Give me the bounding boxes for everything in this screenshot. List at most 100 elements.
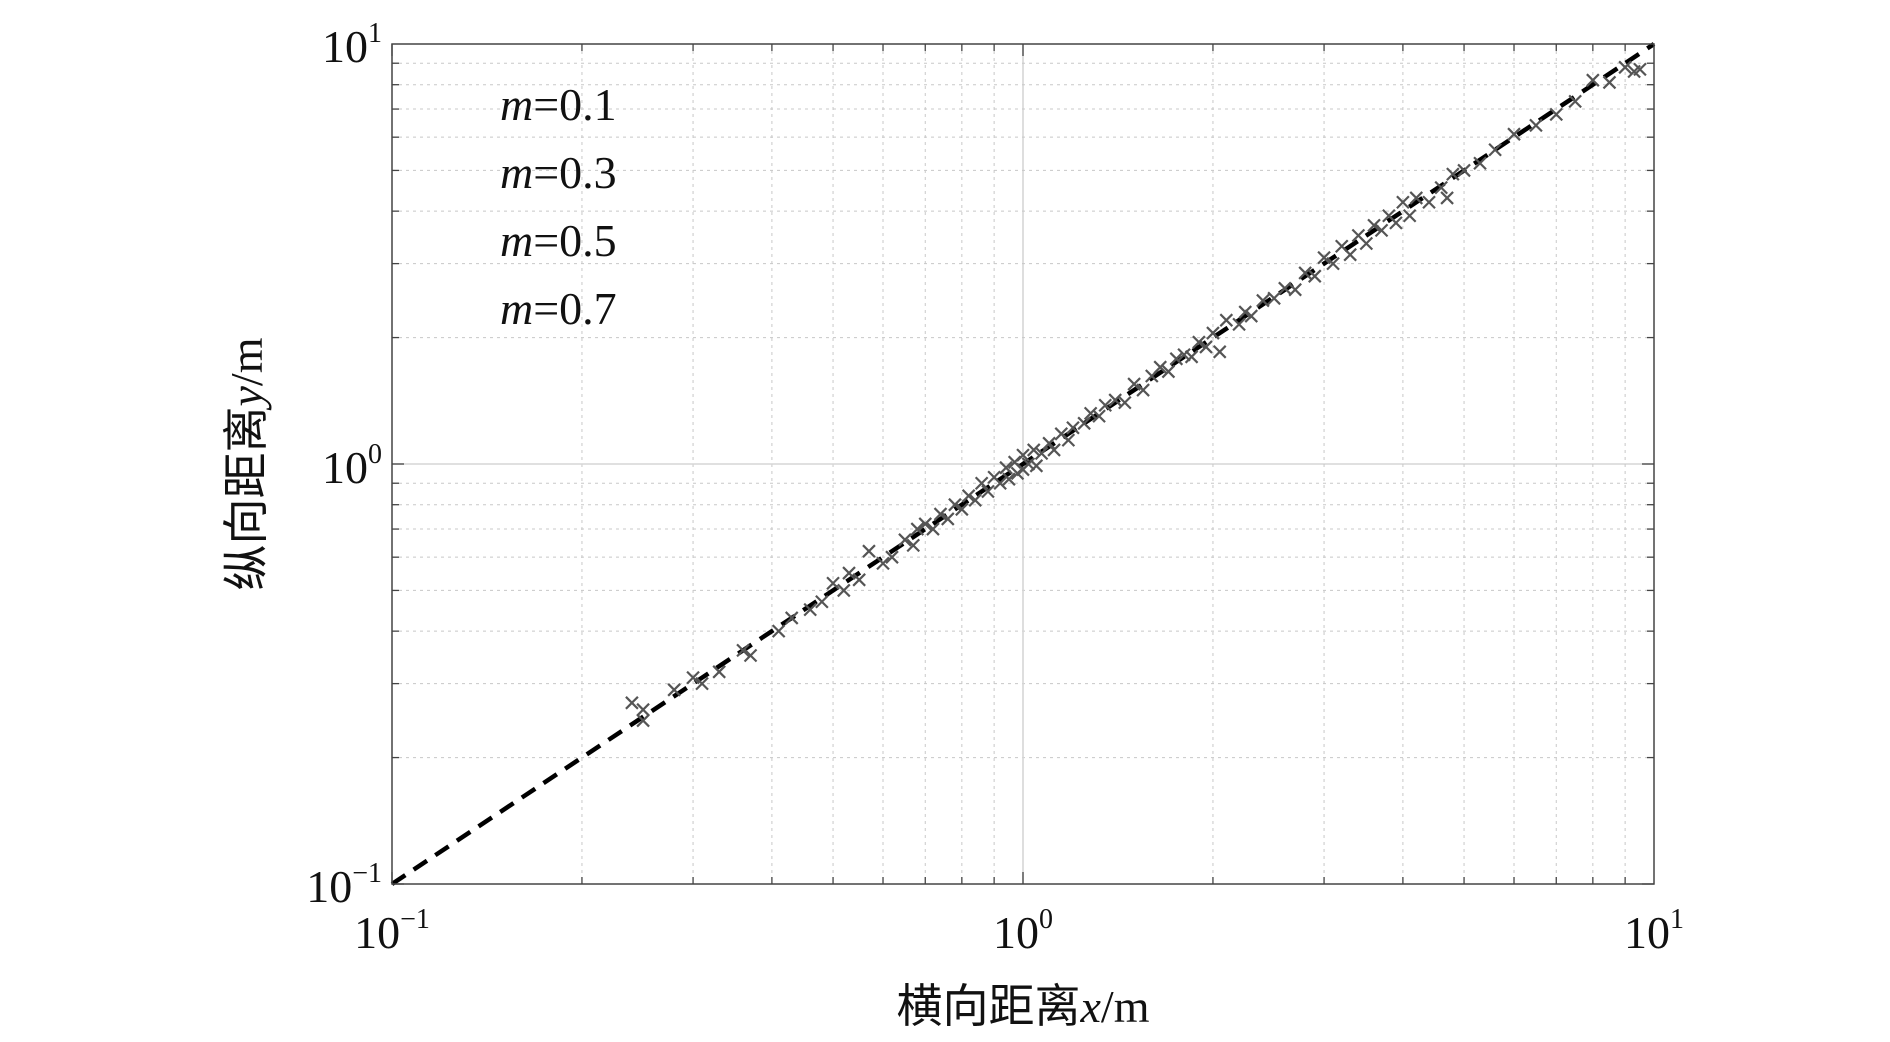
data-point xyxy=(981,484,995,499)
x-axis-label: 横向距离x/m xyxy=(897,979,1150,1033)
data-point xyxy=(1016,448,1030,462)
data-point xyxy=(667,683,681,697)
data-point xyxy=(743,648,758,663)
data-point xyxy=(1359,236,1374,251)
data-point xyxy=(1021,457,1036,471)
data-point xyxy=(1529,118,1543,133)
data-point xyxy=(1199,340,1213,354)
data-point xyxy=(1153,360,1168,374)
data-point xyxy=(1127,377,1141,391)
data-point xyxy=(1169,352,1184,366)
x-tick-label-mid: 100 xyxy=(993,904,1053,958)
data-point xyxy=(1457,163,1471,178)
data-points-layer xyxy=(625,60,1647,728)
data-point xyxy=(1446,167,1460,181)
data-point xyxy=(736,643,750,658)
data-point xyxy=(1002,472,1016,486)
data-point xyxy=(1288,282,1302,297)
data-point xyxy=(712,665,726,679)
data-point xyxy=(876,556,890,571)
data-point xyxy=(852,573,866,587)
legend-entry-4: m=0.7 xyxy=(500,283,617,334)
data-point xyxy=(1206,326,1220,340)
data-point xyxy=(1367,218,1381,233)
data-point xyxy=(1047,443,1061,457)
data-point xyxy=(1042,436,1056,451)
data-point xyxy=(1326,256,1340,271)
data-point xyxy=(1098,398,1113,413)
legend-entry-2: m=0.3 xyxy=(500,147,617,198)
data-point xyxy=(771,624,786,638)
data-point xyxy=(1077,416,1091,431)
data-point xyxy=(784,611,799,625)
data-point xyxy=(1317,250,1331,265)
data-point xyxy=(1343,247,1357,262)
y-tick-labels: 101 100 10−1 xyxy=(306,18,382,912)
axis-ticks xyxy=(391,44,1654,885)
data-point xyxy=(1440,191,1454,205)
data-point xyxy=(1108,393,1122,407)
data-point xyxy=(918,517,933,531)
legend: m=0.1 m=0.3 m=0.5 m=0.7 xyxy=(500,79,617,334)
data-point xyxy=(625,696,639,710)
data-point xyxy=(926,522,940,536)
data-point xyxy=(1618,60,1632,75)
data-point xyxy=(1034,446,1049,461)
data-point xyxy=(1633,62,1647,77)
data-point xyxy=(686,670,700,685)
data-point xyxy=(837,583,851,598)
data-point xyxy=(636,702,650,717)
data-point xyxy=(906,538,921,553)
data-point xyxy=(1307,269,1322,283)
data-point xyxy=(999,460,1013,475)
data-point xyxy=(1568,94,1582,109)
data-point xyxy=(1118,395,1132,410)
data-point xyxy=(1219,313,1234,327)
y-axis-label: 纵向距离y/m xyxy=(219,337,273,590)
data-point xyxy=(1029,459,1044,473)
data-point xyxy=(961,489,976,503)
data-point xyxy=(933,507,948,521)
data-point xyxy=(1092,409,1106,423)
data-point xyxy=(898,533,912,547)
data-point xyxy=(1212,345,1227,359)
data-point xyxy=(974,476,989,490)
x-tick-label-right: 101 xyxy=(1624,904,1684,958)
data-point xyxy=(1256,293,1270,308)
data-point xyxy=(1238,305,1253,319)
data-point xyxy=(1298,266,1312,280)
data-point xyxy=(842,566,856,580)
y-tick-label-mid: 100 xyxy=(322,439,382,493)
data-point xyxy=(1422,195,1436,210)
data-point xyxy=(1396,195,1410,210)
data-point xyxy=(941,512,955,526)
data-point xyxy=(1066,420,1080,435)
data-point xyxy=(1389,216,1403,230)
data-point xyxy=(1161,364,1176,379)
y-tick-label-top: 101 xyxy=(322,18,382,72)
data-point xyxy=(948,497,962,512)
data-point xyxy=(1434,180,1448,195)
legend-entry-1: m=0.1 xyxy=(500,79,617,130)
data-point xyxy=(1136,383,1150,397)
data-point xyxy=(1267,291,1281,306)
data-point xyxy=(1083,406,1098,421)
data-point xyxy=(1507,127,1521,141)
data-point xyxy=(1184,350,1199,364)
data-point xyxy=(993,476,1007,490)
data-point xyxy=(803,602,817,617)
x-tick-labels: 10−1 100 101 xyxy=(354,904,1684,958)
legend-entry-3: m=0.5 xyxy=(500,215,617,266)
data-point xyxy=(968,493,982,507)
data-point xyxy=(1586,73,1600,87)
data-point xyxy=(885,550,899,564)
y-tick-label-bottom: 10−1 xyxy=(306,858,382,912)
data-point xyxy=(862,544,876,558)
data-point xyxy=(1549,107,1564,122)
data-point xyxy=(1244,309,1259,323)
data-point xyxy=(695,676,709,691)
data-point xyxy=(1488,142,1502,157)
data-point xyxy=(955,502,969,517)
data-point xyxy=(826,576,840,591)
